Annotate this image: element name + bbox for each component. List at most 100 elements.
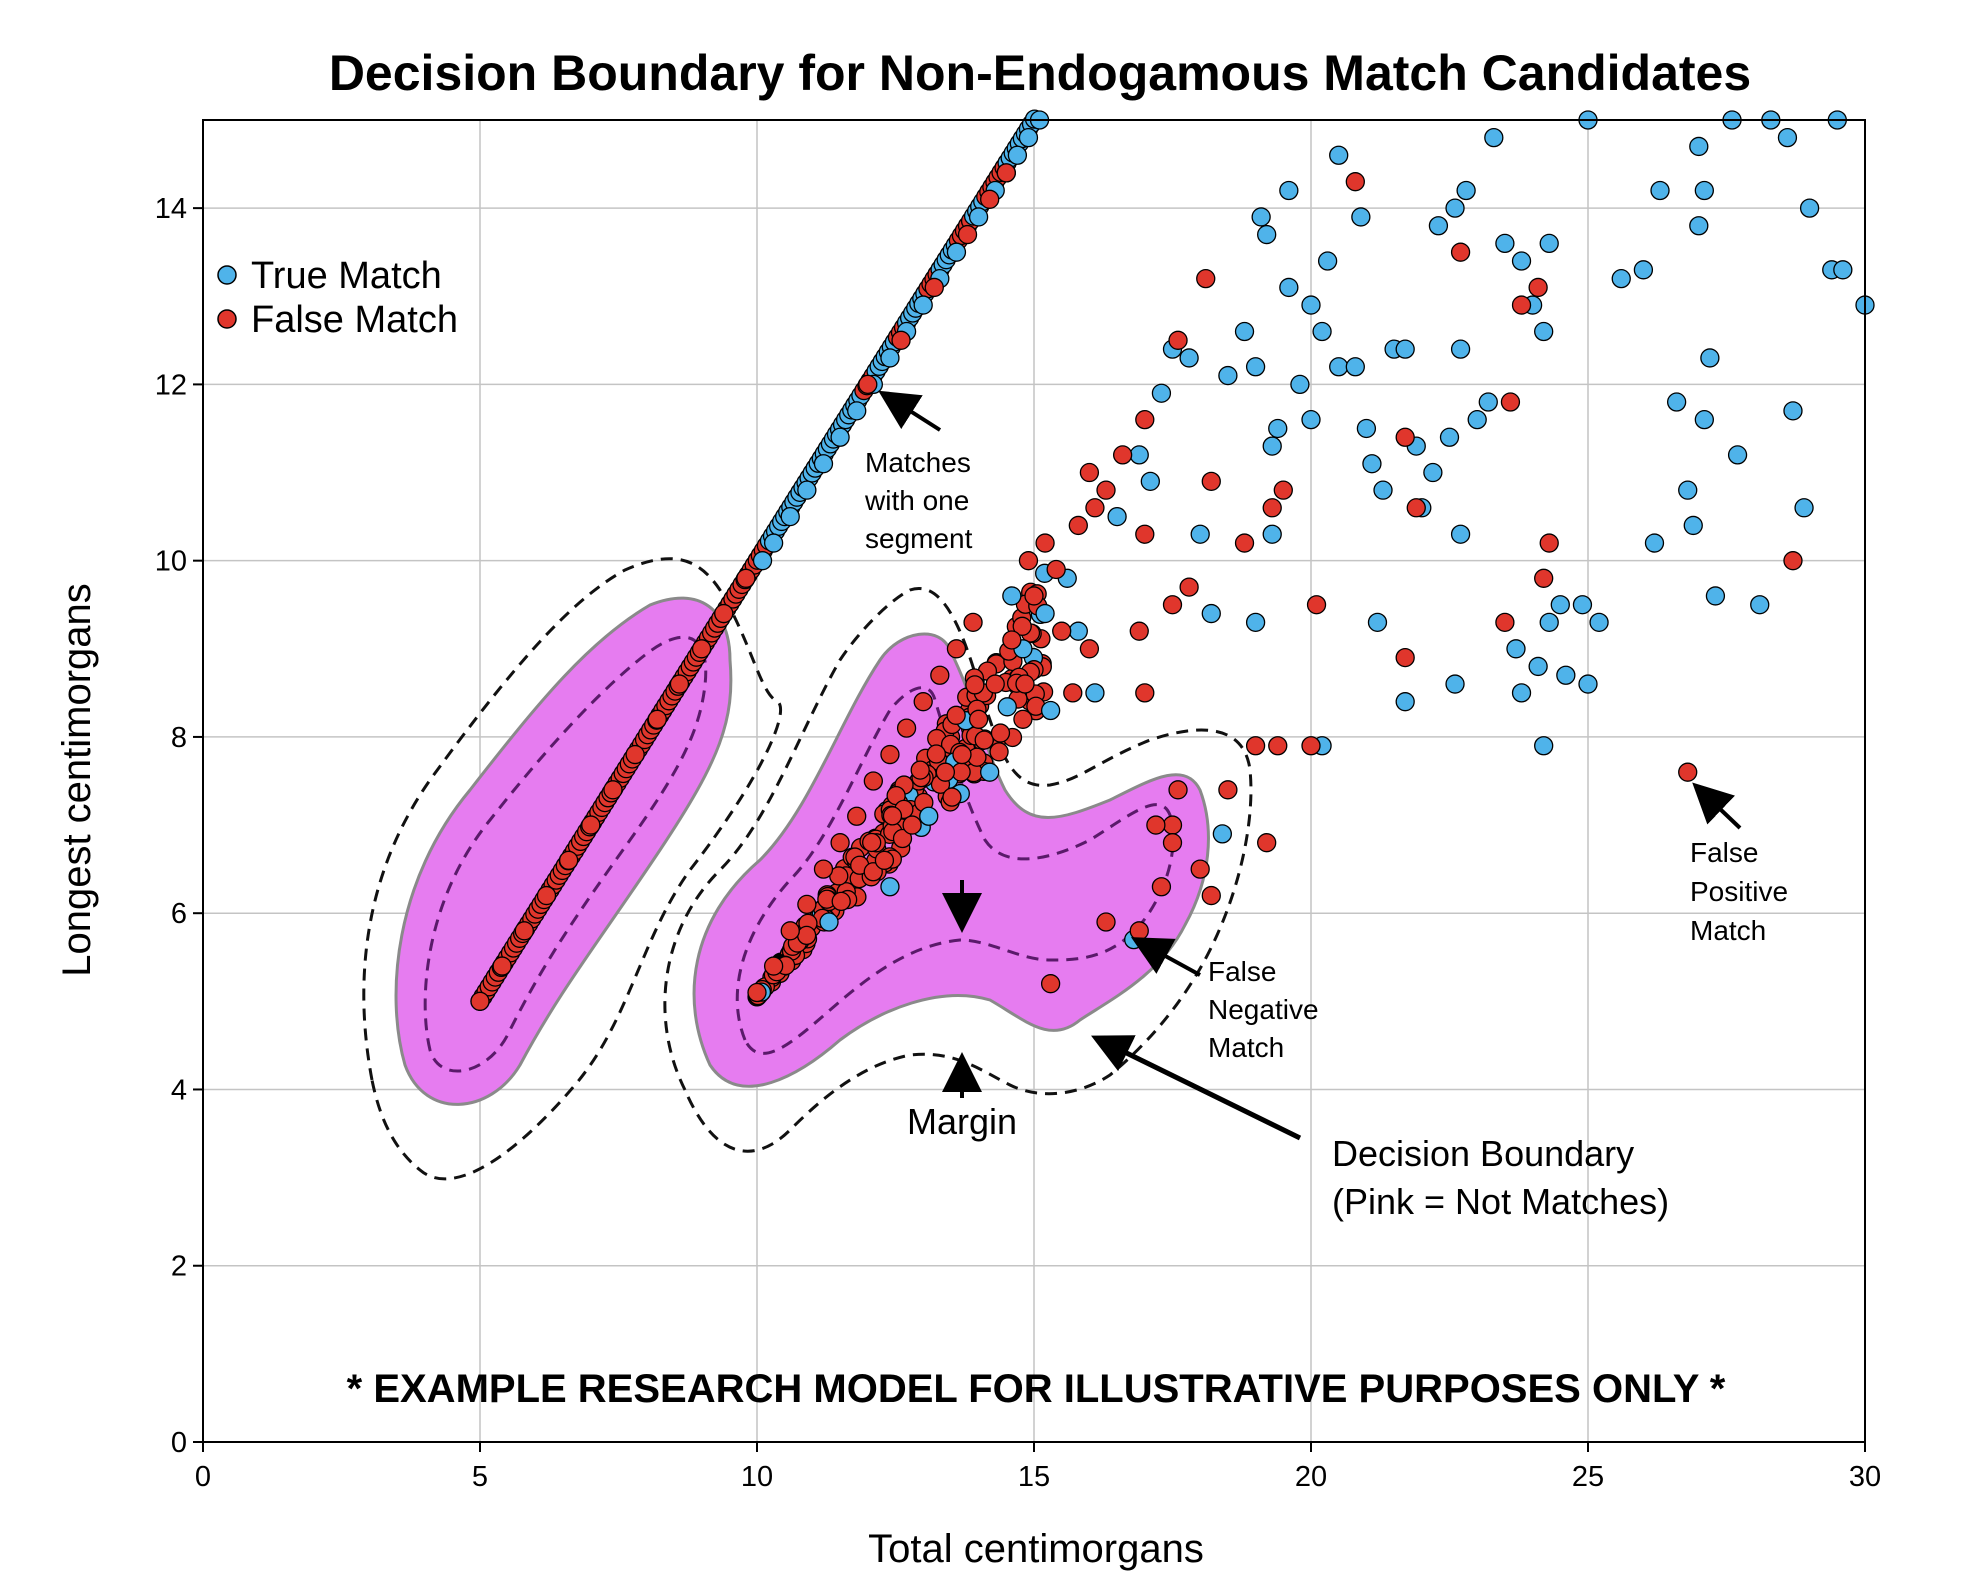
false-match-point-12 xyxy=(736,568,756,588)
true-match-point-13 xyxy=(830,427,850,447)
false-match-point-92 xyxy=(1678,762,1698,782)
true-match-point-10 xyxy=(880,348,900,368)
true-match-point-64 xyxy=(1395,692,1415,712)
false-match-point-17 xyxy=(980,189,1000,209)
true-match-point-99 xyxy=(1700,348,1720,368)
legend-marker-true-match xyxy=(217,265,237,285)
true-match-point-90 xyxy=(1611,268,1631,289)
false-match-point-63 xyxy=(1040,974,1061,994)
false-match-point-52 xyxy=(1052,621,1072,641)
true-match-point-91 xyxy=(1633,260,1654,280)
y-tick-label-10: 10 xyxy=(155,546,187,578)
false-positive-label-line1: False xyxy=(1690,837,1758,868)
false-match-point-44 xyxy=(1035,533,1055,553)
true-match-point-81 xyxy=(1511,683,1532,703)
true-match-point-101 xyxy=(1705,586,1726,606)
true-match-point-18 xyxy=(752,551,773,571)
x-tick-label-0: 0 xyxy=(195,1461,211,1493)
true-match-point-26 xyxy=(919,806,939,826)
false-match-point-46 xyxy=(1096,480,1116,500)
true-match-point-38 xyxy=(1218,365,1238,386)
one-segment-label-line2: with one xyxy=(864,485,969,516)
true-match-point-98 xyxy=(1694,180,1714,201)
true-match-point-40 xyxy=(1245,357,1266,377)
true-match-point-51 xyxy=(1317,251,1338,271)
true-match-point-85 xyxy=(1556,665,1576,685)
true-match-point-71 xyxy=(1445,674,1465,694)
true-match-point-121 xyxy=(1329,145,1349,165)
true-match-point-105 xyxy=(1783,401,1803,421)
true-match-point-57 xyxy=(1373,480,1393,500)
true-match-point-103 xyxy=(1750,595,1770,615)
true-match-point-56 xyxy=(1362,454,1382,474)
true-match-point-72 xyxy=(1467,410,1487,430)
false-match-point-56 xyxy=(1162,815,1183,835)
false-match-point-34 xyxy=(902,815,922,835)
decision-boundary-label-line1: Decision Boundary xyxy=(1332,1133,1634,1174)
false-match-point-77 xyxy=(1135,683,1155,703)
false-match-point-30 xyxy=(930,665,950,685)
true-match-point-31 xyxy=(1140,471,1160,491)
false-match-point-13 xyxy=(858,374,878,395)
false-match-point-71 xyxy=(1234,533,1255,553)
false-match-point-4 xyxy=(558,850,579,870)
false-match-point-1 xyxy=(492,956,512,976)
true-match-point-46 xyxy=(1268,418,1288,439)
y-tick-label-2: 2 xyxy=(171,1251,187,1283)
false-match-point-81 xyxy=(1395,427,1415,447)
true-match-point-43 xyxy=(1279,180,1299,201)
wedge-point-189 xyxy=(974,730,994,750)
true-match-point-86 xyxy=(1534,736,1554,756)
true-match-point-95 xyxy=(1678,480,1698,500)
true-match-point-55 xyxy=(1356,418,1377,439)
false-match-point-19 xyxy=(747,982,767,1003)
true-match-point-15 xyxy=(797,480,817,500)
false-match-point-61 xyxy=(1129,921,1149,941)
false-match-point-2 xyxy=(514,921,534,941)
false-negative-label-line1: False xyxy=(1208,956,1276,987)
true-match-point-37 xyxy=(1201,603,1221,624)
false-match-point-53 xyxy=(1079,639,1100,659)
true-match-point-109 xyxy=(1833,260,1853,280)
false-match-point-80 xyxy=(1196,268,1216,289)
false-match-point-27 xyxy=(880,744,900,765)
disclaimer-text: * EXAMPLE RESEARCH MODEL FOR ILLUSTRATIV… xyxy=(347,1367,1726,1411)
false-match-point-79 xyxy=(1257,833,1277,853)
false-match-point-82 xyxy=(1406,498,1426,518)
true-match-point-59 xyxy=(1395,339,1415,359)
false-match-point-36 xyxy=(952,744,972,765)
legend-label-false-match: False Match xyxy=(251,299,458,341)
x-tick-label-5: 5 xyxy=(472,1461,488,1493)
false-negative-label-line2: Negative xyxy=(1208,994,1319,1025)
false-match-point-64 xyxy=(1218,780,1238,800)
true-match-point-66 xyxy=(1445,198,1465,218)
margin-label: Margin xyxy=(907,1101,1017,1142)
y-tick-label-14: 14 xyxy=(155,193,187,225)
true-match-point-83 xyxy=(1539,612,1559,633)
true-match-point-52 xyxy=(1329,357,1349,377)
true-match-point-92 xyxy=(1650,180,1670,201)
false-match-point-86 xyxy=(1511,295,1532,315)
false-negative-label-line3: Match xyxy=(1208,1032,1284,1063)
false-match-point-90 xyxy=(1495,612,1515,633)
wedge-point-199 xyxy=(990,723,1011,743)
false-match-point-7 xyxy=(625,744,645,765)
not-match-region-right xyxy=(692,632,1210,1088)
false-match-point-42 xyxy=(1068,515,1088,536)
false-match-point-76 xyxy=(1129,621,1149,641)
true-match-point-79 xyxy=(1539,233,1559,254)
false-match-point-45 xyxy=(1018,551,1039,571)
true-match-point-63 xyxy=(1367,612,1388,633)
true-match-point-65 xyxy=(1428,216,1449,236)
false-match-point-75 xyxy=(1135,524,1155,544)
true-match-point-119 xyxy=(1301,410,1321,430)
true-match-point-96 xyxy=(1683,515,1703,536)
one-segment-label-line3: segment xyxy=(865,523,973,554)
false-match-point-6 xyxy=(603,780,623,800)
wedge-point-232 xyxy=(926,744,946,764)
true-match-point-39 xyxy=(1234,321,1255,342)
true-match-point-16 xyxy=(780,506,800,527)
false-match-point-9 xyxy=(669,674,690,694)
wedge-point-239 xyxy=(965,675,985,695)
true-match-point-32 xyxy=(1129,445,1149,465)
